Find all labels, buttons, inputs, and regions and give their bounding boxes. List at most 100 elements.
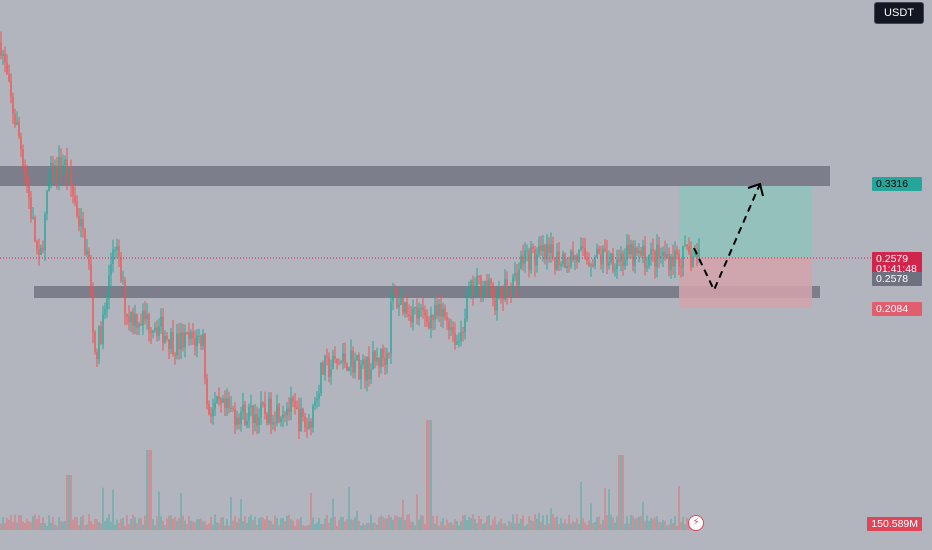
projection-path <box>693 183 761 293</box>
resistance-zone[interactable] <box>0 166 830 186</box>
candle-body <box>440 303 442 317</box>
candle-body <box>162 316 164 343</box>
candle-body <box>130 311 132 323</box>
volume-bar <box>542 515 544 530</box>
volume-bar <box>240 499 242 530</box>
quote-currency-button[interactable]: USDT <box>874 2 924 24</box>
lightning-bolt-icon[interactable]: ⚡ <box>688 515 704 531</box>
volume-bar <box>340 516 342 530</box>
volume-bar <box>650 517 652 530</box>
candle-body <box>34 217 36 242</box>
volume-bar <box>640 515 642 530</box>
volume-bar <box>142 524 144 530</box>
volume-bar <box>160 516 162 530</box>
long-position-target-zone[interactable] <box>679 186 812 258</box>
candle-body <box>324 356 326 375</box>
candle-body <box>72 185 74 196</box>
long-position-stop-zone[interactable] <box>679 258 812 308</box>
candle-body <box>298 408 300 432</box>
candle-body <box>232 407 234 410</box>
candle-body <box>306 427 308 429</box>
volume-bar <box>656 516 658 530</box>
candle-body <box>30 197 32 219</box>
candle-body <box>246 420 248 426</box>
candle-body <box>476 276 478 287</box>
volume-bar <box>42 517 44 530</box>
candle-body <box>156 327 158 336</box>
candle-body <box>336 358 338 364</box>
volume-bar <box>482 524 484 530</box>
candle-body <box>92 292 94 332</box>
volume-bar <box>404 520 406 530</box>
volume-bar <box>218 523 220 530</box>
candle-body <box>230 407 232 409</box>
volume-bar <box>378 517 380 530</box>
candle-body <box>350 350 352 367</box>
volume-bar <box>496 524 498 530</box>
volume-bar <box>604 488 606 530</box>
volume-bar <box>70 475 72 530</box>
volume-bar <box>192 521 194 530</box>
candle-body <box>572 251 574 260</box>
volume-bar <box>356 510 358 530</box>
candle-body <box>126 313 128 317</box>
volume-bar <box>432 515 434 530</box>
volume-bar <box>44 523 46 530</box>
volume-bar <box>568 514 570 530</box>
volume-bar <box>460 521 462 530</box>
volume-bar <box>570 523 572 530</box>
candle-body <box>98 326 100 360</box>
candle-body <box>680 266 682 268</box>
volume-bar <box>78 525 80 530</box>
volume-bar <box>100 523 102 530</box>
volume-bar <box>326 514 328 530</box>
volume-bar <box>672 522 674 530</box>
candle-body <box>176 333 178 356</box>
volume-bar <box>344 521 346 530</box>
candle-body <box>478 276 480 278</box>
candle-body <box>256 414 258 426</box>
candle-body <box>248 407 250 421</box>
candle-body <box>140 324 142 326</box>
candle-body <box>494 299 496 311</box>
candle-body <box>48 180 50 192</box>
volume-bar <box>170 515 172 530</box>
volume-bar <box>88 514 90 530</box>
candle-body <box>528 250 530 270</box>
volume-bar <box>196 519 198 530</box>
volume-bar <box>294 525 296 530</box>
candle-body <box>70 168 72 186</box>
volume-bar <box>506 525 508 530</box>
volume-bar <box>510 522 512 530</box>
candle-body <box>666 254 668 258</box>
volume-bar <box>396 515 398 530</box>
candle-body <box>344 353 346 364</box>
candle-body <box>574 255 576 260</box>
volume-bar <box>10 515 12 530</box>
support-zone[interactable] <box>34 286 820 298</box>
volume-bar <box>38 515 40 530</box>
volume-bar <box>286 515 288 530</box>
candle-body <box>312 405 314 428</box>
candle-body <box>596 248 598 258</box>
candle-body <box>452 327 454 333</box>
candle-body <box>194 338 196 347</box>
volume-bar <box>250 514 252 530</box>
candle-body <box>620 253 622 262</box>
candle-body <box>380 348 382 367</box>
candle-body <box>582 246 584 248</box>
volume-bar <box>284 521 286 530</box>
candle-body <box>632 244 634 266</box>
candle-body <box>106 299 108 310</box>
volume-bar <box>232 520 234 530</box>
volume-bar <box>508 520 510 530</box>
volume-bar <box>180 492 182 530</box>
volume-bar <box>588 520 590 530</box>
volume-bar <box>470 518 472 530</box>
candle-body <box>486 280 488 291</box>
candle-body <box>678 254 680 267</box>
volume-bar <box>420 514 422 530</box>
candle-body <box>210 414 212 417</box>
candle-body <box>648 255 650 267</box>
